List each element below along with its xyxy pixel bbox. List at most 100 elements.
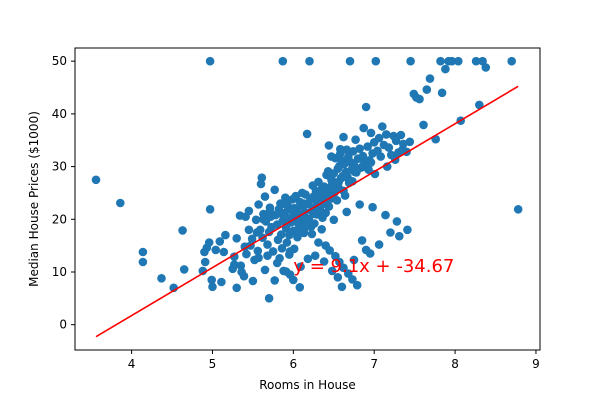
data-point-203 <box>283 197 293 207</box>
data-point-40 <box>256 179 266 189</box>
data-point-222 <box>333 273 343 282</box>
data-point-228 <box>374 240 384 249</box>
data-point-7 <box>179 265 189 274</box>
data-point-249 <box>232 234 241 243</box>
y-tick-label: 30 <box>52 160 67 174</box>
data-point-171 <box>384 143 394 152</box>
y-tick-label: 0 <box>59 318 67 332</box>
data-point-273 <box>350 167 360 177</box>
data-point-10 <box>200 257 210 267</box>
x-tick-label: 7 <box>370 357 378 371</box>
data-point-15 <box>207 275 216 285</box>
data-point-221 <box>327 266 337 276</box>
data-point-207 <box>314 238 323 247</box>
data-point-38 <box>254 253 263 263</box>
data-point-234 <box>368 202 377 212</box>
data-point-205 <box>300 224 310 233</box>
data-point-145 <box>345 56 355 66</box>
data-point-138 <box>340 159 349 169</box>
data-point-30 <box>242 249 251 259</box>
data-point-262 <box>327 152 336 161</box>
data-point-229 <box>386 228 395 237</box>
data-point-14 <box>205 205 215 214</box>
data-point-192 <box>454 56 463 66</box>
data-point-46 <box>263 240 272 249</box>
data-point-275 <box>366 158 376 167</box>
data-point-226 <box>349 255 359 265</box>
data-point-67 <box>282 238 292 247</box>
data-point-242 <box>263 251 272 260</box>
data-point-220 <box>319 257 329 266</box>
x-tick-label: 8 <box>451 357 459 371</box>
data-point-41 <box>257 173 267 182</box>
data-point-247 <box>239 271 249 281</box>
data-point-18 <box>215 237 225 246</box>
data-point-209 <box>325 246 335 255</box>
data-point-158 <box>361 102 371 112</box>
data-point-187 <box>436 56 445 66</box>
data-point-212 <box>339 263 348 273</box>
data-point-159 <box>363 142 373 151</box>
data-point-60 <box>277 244 287 253</box>
data-point-4 <box>157 274 166 283</box>
y-tick-label: 20 <box>52 212 67 226</box>
data-point-248 <box>228 264 237 274</box>
data-point-188 <box>437 88 447 98</box>
data-point-195 <box>475 100 484 110</box>
data-point-32 <box>247 234 257 244</box>
data-point-268 <box>310 195 319 204</box>
data-point-218 <box>285 247 295 256</box>
data-point-269 <box>318 188 327 198</box>
data-point-149 <box>348 147 358 156</box>
data-point-223 <box>337 282 347 292</box>
data-point-215 <box>352 280 362 290</box>
data-point-106 <box>314 177 323 187</box>
data-point-48 <box>264 294 274 303</box>
data-point-232 <box>392 217 402 226</box>
plot-frame <box>74 47 541 351</box>
y-tick-label: 10 <box>52 265 67 279</box>
data-point-198 <box>507 56 516 66</box>
data-point-21 <box>221 230 230 240</box>
data-point-59 <box>276 230 286 239</box>
data-point-150 <box>349 160 359 170</box>
data-point-13 <box>205 56 215 66</box>
x-tick-label: 6 <box>290 357 298 371</box>
data-point-80 <box>293 232 302 242</box>
data-point-176 <box>396 130 406 140</box>
data-point-271 <box>334 178 343 187</box>
data-point-200 <box>259 209 268 219</box>
data-point-12 <box>204 238 214 247</box>
data-point-240 <box>252 228 262 237</box>
regression-equation: y = 9.1x + -34.67 <box>293 256 454 277</box>
data-point-16 <box>208 282 217 292</box>
data-point-260 <box>398 145 407 154</box>
data-point-95 <box>305 56 314 66</box>
data-point-264 <box>266 212 276 221</box>
data-point-251 <box>260 192 270 201</box>
data-point-194 <box>471 56 481 66</box>
regression-line <box>95 85 519 338</box>
data-point-164 <box>371 56 381 66</box>
data-point-267 <box>299 199 309 208</box>
data-point-3 <box>138 257 148 267</box>
data-point-170 <box>382 130 391 139</box>
data-point-277 <box>293 225 302 235</box>
data-point-184 <box>422 85 432 94</box>
y-axis-ticks: 0 10 20 30 40 50 <box>52 54 75 332</box>
data-point-44 <box>260 265 270 275</box>
data-point-265 <box>277 209 287 219</box>
data-point-214 <box>348 275 357 284</box>
data-point-263 <box>336 144 345 154</box>
data-point-129 <box>332 196 342 205</box>
data-point-272 <box>342 172 352 182</box>
data-point-216 <box>303 254 313 264</box>
data-point-253 <box>324 141 334 150</box>
data-point-8 <box>198 266 208 276</box>
data-point-6 <box>178 226 187 235</box>
data-point-20 <box>219 247 229 257</box>
data-point-1 <box>116 198 125 208</box>
data-point-22 <box>230 252 239 261</box>
data-point-166 <box>374 133 384 143</box>
